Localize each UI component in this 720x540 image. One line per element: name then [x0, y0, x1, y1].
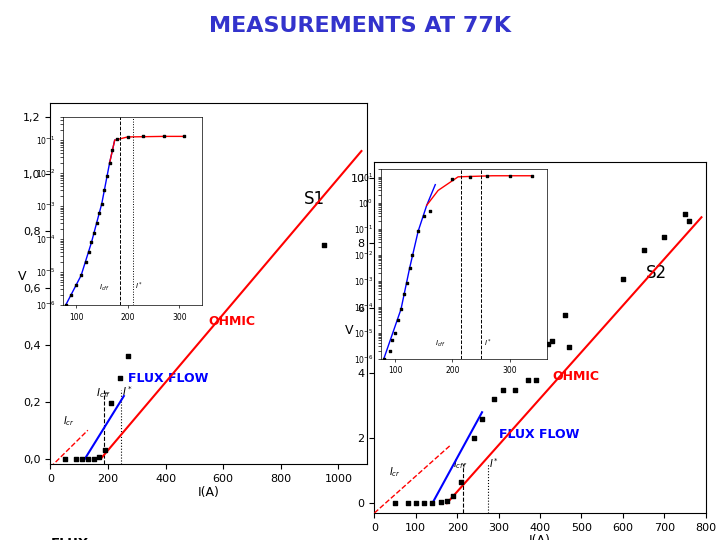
Text: OHMIC: OHMIC	[552, 370, 600, 383]
Point	[659, 232, 670, 241]
Point	[456, 478, 467, 487]
Point	[402, 499, 413, 508]
Point	[546, 336, 558, 345]
Point	[186, 266, 197, 275]
Point	[477, 414, 488, 423]
Point	[177, 295, 189, 303]
Point	[468, 434, 480, 443]
Point	[114, 373, 125, 382]
Text: MEASUREMENTS AT 77K: MEASUREMENTS AT 77K	[209, 16, 511, 36]
Text: $I^*$: $I^*$	[490, 456, 500, 469]
Point	[617, 275, 629, 284]
Point	[76, 454, 88, 463]
Point	[59, 454, 71, 463]
Point	[543, 340, 554, 348]
Text: $I_{cr}$: $I_{cr}$	[389, 465, 400, 480]
Point	[390, 499, 401, 508]
Y-axis label: V: V	[345, 325, 354, 338]
Text: FLUX
CREEP: FLUX CREEP	[50, 537, 98, 540]
Point	[105, 399, 117, 408]
Point	[638, 245, 649, 254]
Point	[530, 375, 541, 384]
Text: OHMIC: OHMIC	[209, 315, 256, 328]
Point	[447, 491, 459, 500]
Text: $I_{cff}$: $I_{cff}$	[96, 386, 111, 400]
Point	[679, 210, 690, 218]
Point	[441, 496, 453, 505]
Point	[489, 395, 500, 403]
Point	[88, 454, 99, 463]
Point	[510, 385, 521, 394]
Point	[418, 499, 430, 508]
Y-axis label: V: V	[17, 271, 26, 284]
Point	[559, 310, 571, 319]
Text: $I_{cr}$: $I_{cr}$	[63, 415, 75, 428]
Point	[522, 375, 534, 384]
X-axis label: I(A): I(A)	[198, 485, 220, 498]
Point	[94, 453, 105, 462]
Point	[99, 446, 111, 455]
Point	[71, 454, 82, 463]
Text: $I_{cff}$: $I_{cff}$	[453, 457, 467, 471]
Point	[683, 216, 695, 225]
Text: $I^*$: $I^*$	[122, 384, 132, 398]
Point	[122, 352, 134, 361]
Point	[426, 499, 438, 508]
Point	[410, 499, 422, 508]
Text: FLUX FLOW: FLUX FLOW	[128, 372, 209, 385]
Point	[82, 454, 94, 463]
Point	[563, 343, 575, 352]
Text: FLUX FLOW: FLUX FLOW	[498, 428, 579, 441]
Text: S1: S1	[304, 190, 325, 208]
X-axis label: I(A): I(A)	[529, 534, 551, 540]
Point	[497, 385, 508, 394]
Point	[435, 498, 446, 507]
Text: S2: S2	[646, 264, 667, 282]
Point	[318, 241, 330, 249]
